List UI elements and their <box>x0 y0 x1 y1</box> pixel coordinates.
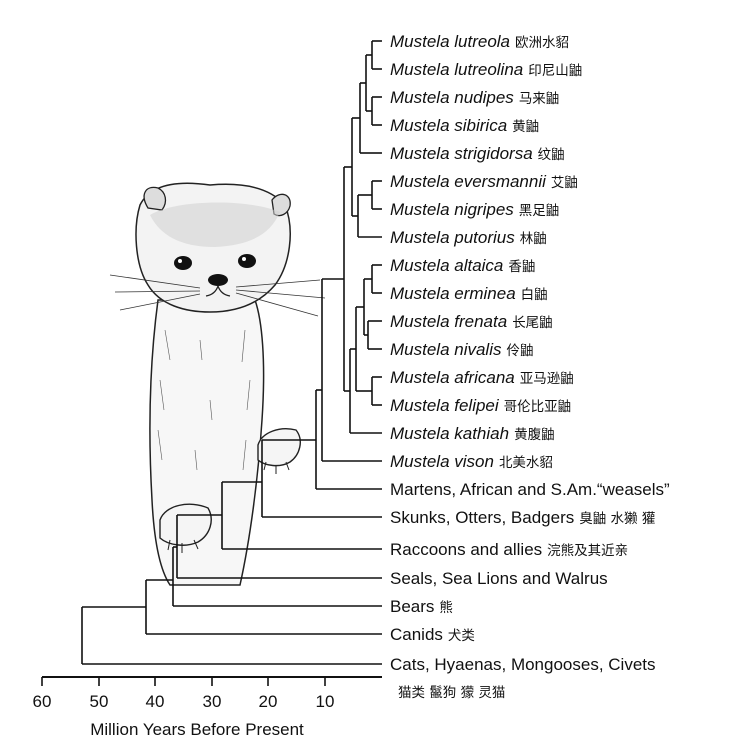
taxon-chinese-name: 艾鼬 <box>551 175 578 191</box>
time-axis: 60 50 40 30 20 10 Million Years Before Presen… <box>33 676 382 739</box>
taxon-label: Canids 犬类 <box>390 625 475 644</box>
taxon-latin-name: Mustela frenata <box>390 312 507 331</box>
taxon-chinese-name: 北美水貂 <box>499 455 553 471</box>
taxon-latin-name: Seals, Sea Lions and Walrus <box>390 569 608 588</box>
taxon-label: Mustela nigripes 黑足鼬 <box>390 200 559 219</box>
taxon-chinese-name: 欧洲水貂 <box>515 35 569 51</box>
axis-tick-label: 50 <box>90 692 109 711</box>
tree-branches <box>81 40 382 665</box>
taxon-label: Mustela strigidorsa 纹鼬 <box>390 144 565 163</box>
taxon-chinese-name: 亚马逊鼬 <box>520 371 574 387</box>
taxon-latin-name: Mustela nudipes <box>390 88 514 107</box>
taxon-chinese-name: 伶鼬 <box>507 343 534 359</box>
taxon-labels: Mustela lutreola 欧洲水貂 Mustela lutreolina 印尼… <box>390 32 670 701</box>
axis-tick-label: 20 <box>259 692 278 711</box>
taxon-chinese-name: 林鼬 <box>520 231 547 247</box>
taxon-latin-name: Skunks, Otters, Badgers <box>390 508 574 527</box>
taxon-label: Mustela sibirica 黄鼬 <box>390 116 539 135</box>
taxon-latin-name: Canids <box>390 625 443 644</box>
taxon-latin-name: Martens, African and S.Am.“weasels” <box>390 480 670 499</box>
taxon-latin-name: Mustela strigidorsa <box>390 144 533 163</box>
taxon-latin-name: Mustela kathiah <box>390 424 509 443</box>
taxon-chinese-name: 马来鼬 <box>519 91 560 107</box>
taxon-latin-name: Mustela erminea <box>390 284 516 303</box>
taxon-latin-name: Mustela altaica <box>390 256 503 275</box>
taxon-label: Mustela nudipes 马来鼬 <box>390 88 559 107</box>
taxon-chinese-name: 黑足鼬 <box>519 203 560 219</box>
taxon-label: Mustela africana 亚马逊鼬 <box>390 368 574 387</box>
taxon-label: Raccoons and allies 浣熊及其近亲 <box>390 540 628 559</box>
taxon-latin-name: Raccoons and allies <box>390 540 542 559</box>
taxon-chinese-name: 印尼山鼬 <box>528 63 582 79</box>
taxon-chinese-name: 黄鼬 <box>512 119 539 135</box>
taxon-label: Mustela altaica 香鼬 <box>390 256 535 275</box>
taxon-latin-name: Mustela felipei <box>390 396 500 415</box>
taxon-label: Cats, Hyaenas, Mongooses, Civets <box>390 655 656 674</box>
taxon-chinese-name: 黄腹鼬 <box>514 426 555 443</box>
taxon-label: Mustela nivalis 伶鼬 <box>390 340 534 359</box>
taxon-chinese-name: 纹鼬 <box>538 147 565 163</box>
taxon-label: Mustela frenata 长尾鼬 <box>390 312 553 331</box>
taxon-label: Mustela putorius 林鼬 <box>390 228 547 247</box>
taxon-chinese-name: 犬类 <box>448 628 475 644</box>
taxon-label: Mustela vison 北美水貂 <box>390 452 553 471</box>
taxon-latin-name: Mustela putorius <box>390 228 515 247</box>
taxon-label: Bears 熊 <box>390 597 453 616</box>
taxon-label: Mustela felipei 哥伦比亚鼬 <box>390 396 571 415</box>
taxon-latin-name: Mustela africana <box>390 368 515 387</box>
taxon-latin-name: Mustela nivalis <box>390 340 502 359</box>
taxon-label: Mustela kathiah 黄腹鼬 <box>390 424 555 443</box>
taxon-label: Martens, African and S.Am.“weasels” <box>390 480 670 499</box>
taxon-label: Skunks, Otters, Badgers 臭鼬 水獭 獾 <box>390 508 655 527</box>
taxon-latin-name: Mustela lutreola <box>390 32 510 51</box>
taxon-chinese-name: 长尾鼬 <box>512 315 553 331</box>
taxon-chinese-name: 哥伦比亚鼬 <box>504 399 572 415</box>
taxon-latin-name: Mustela vison <box>390 452 494 471</box>
taxon-chinese-name: 浣熊及其近亲 <box>547 543 628 559</box>
taxon-latin-name: Mustela sibirica <box>390 116 507 135</box>
taxon-latin-name: Mustela nigripes <box>390 200 514 219</box>
axis-tick-label: 10 <box>316 692 335 711</box>
axis-tick-label: 30 <box>203 692 222 711</box>
taxon-latin-name: Bears <box>390 597 434 616</box>
taxon-label: Mustela lutreolina 印尼山鼬 <box>390 60 582 79</box>
taxon-latin-name: Cats, Hyaenas, Mongooses, Civets <box>390 655 656 674</box>
axis-tick-label: 40 <box>146 692 165 711</box>
taxon-label: Mustela erminea 白鼬 <box>390 284 548 303</box>
taxon-chinese-name: 白鼬 <box>521 287 548 303</box>
taxon-chinese-name: 熊 <box>439 600 453 616</box>
axis-ticks: 60 50 40 30 20 10 <box>33 677 335 711</box>
axis-title: Million Years Before Present <box>90 720 304 739</box>
taxon-chinese-name: 香鼬 <box>508 259 535 275</box>
taxon-label: Seals, Sea Lions and Walrus <box>390 569 608 588</box>
taxon-label: Mustela lutreola 欧洲水貂 <box>390 32 569 51</box>
axis-tick-label: 60 <box>33 692 52 711</box>
weasel-illustration <box>109 182 326 586</box>
taxon-chinese-name: 猫类 鬣狗 獴 灵猫 <box>398 685 505 701</box>
taxon-label: Mustela eversmannii 艾鼬 <box>390 172 578 191</box>
taxon-latin-name: Mustela eversmannii <box>390 172 547 191</box>
taxon-chinese-name: 臭鼬 水獭 獾 <box>579 511 655 527</box>
taxon-latin-name: Mustela lutreolina <box>390 60 523 79</box>
